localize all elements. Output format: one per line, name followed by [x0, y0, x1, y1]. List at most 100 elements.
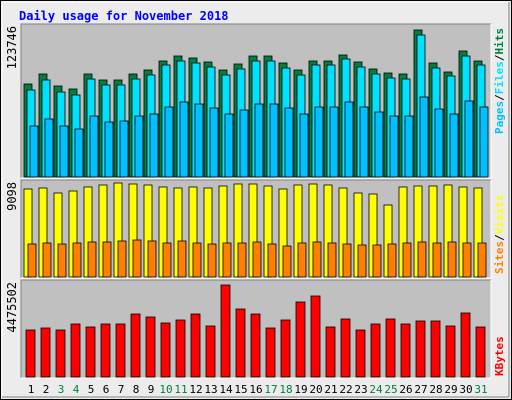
bar-sites-day-7	[117, 240, 127, 278]
bar-pages-day-13	[209, 107, 219, 178]
day-label-29: 29	[444, 383, 457, 396]
bar-kbytes-day-2	[40, 327, 51, 378]
bar-sites-day-23	[357, 244, 367, 278]
bar-kbytes-day-29	[445, 325, 456, 378]
bar-kbytes-day-19	[295, 301, 306, 378]
bar-pages-day-19	[299, 113, 309, 178]
panel-2-bevel-dark	[20, 179, 491, 278]
bar-sites-day-8	[132, 239, 142, 278]
bar-kbytes-day-9	[145, 316, 156, 378]
chart-title: Daily usage for November 2018	[19, 9, 229, 23]
bar-pages-day-30	[464, 100, 474, 178]
bar-kbytes-day-23	[355, 329, 366, 378]
bar-sites-day-28	[432, 242, 442, 278]
bar-sites-day-25	[387, 243, 397, 278]
bar-pages-day-9	[149, 113, 159, 178]
bar-pages-day-31	[479, 106, 489, 178]
bar-sites-day-31	[477, 242, 487, 278]
panel-1-bevel-light	[21, 24, 492, 179]
panel-1-max-label: 123746	[5, 26, 19, 69]
bar-sites-day-19	[297, 242, 307, 278]
bar-kbytes-day-18	[280, 319, 291, 378]
day-label-6: 6	[103, 383, 110, 396]
bar-pages-day-24	[374, 111, 384, 178]
bar-pages-day-16	[254, 103, 264, 178]
bar-kbytes-day-4	[70, 323, 81, 378]
bar-kbytes-day-12	[190, 313, 201, 378]
bar-kbytes-day-21	[325, 326, 336, 378]
bar-kbytes-day-10	[160, 322, 171, 378]
bar-kbytes-day-8	[130, 313, 141, 378]
bar-pages-day-12	[194, 103, 204, 178]
bar-kbytes-day-13	[205, 325, 216, 378]
bar-pages-day-29	[449, 113, 459, 178]
panel-3-bevel-dark	[20, 279, 491, 378]
bar-sites-day-10	[162, 242, 172, 278]
panel-2-bevel-light	[21, 180, 492, 279]
bar-sites-day-26	[402, 242, 412, 278]
bar-pages-day-4	[74, 128, 84, 178]
bar-pages-day-26	[404, 115, 414, 178]
bar-sites-day-30	[462, 242, 472, 278]
bar-pages-day-15	[239, 109, 249, 178]
bar-pages-day-3	[59, 125, 69, 178]
bar-kbytes-day-11	[175, 319, 186, 378]
day-label-24: 24	[369, 383, 383, 396]
day-label-7: 7	[118, 383, 125, 396]
day-label-13: 13	[204, 383, 217, 396]
bar-kbytes-day-28	[430, 320, 441, 378]
day-label-14: 14	[219, 383, 233, 396]
bar-pages-day-27	[419, 96, 429, 178]
day-label-9: 9	[148, 383, 155, 396]
day-label-12: 12	[189, 383, 202, 396]
day-label-18: 18	[279, 383, 292, 396]
bar-pages-day-11	[179, 101, 189, 178]
bar-kbytes-day-5	[85, 326, 96, 378]
bar-sites-day-5	[87, 241, 97, 278]
legend-visits: Visits	[493, 195, 506, 235]
day-label-19: 19	[294, 383, 307, 396]
bar-sites-day-21	[327, 242, 337, 278]
legend-files: Files	[493, 61, 506, 94]
day-label-15: 15	[234, 383, 247, 396]
legend-pages: Pages	[493, 101, 506, 134]
bar-pages-day-20	[314, 106, 324, 178]
bar-kbytes-day-24	[370, 323, 381, 378]
day-label-27: 27	[414, 383, 427, 396]
bar-kbytes-day-27	[415, 320, 426, 378]
day-label-8: 8	[133, 383, 140, 396]
day-label-21: 21	[324, 383, 337, 396]
day-label-16: 16	[249, 383, 262, 396]
day-label-11: 11	[174, 383, 187, 396]
day-label-28: 28	[429, 383, 442, 396]
bar-pages-day-10	[164, 106, 174, 178]
day-label-31: 31	[474, 383, 487, 396]
bar-kbytes-day-6	[100, 323, 111, 378]
bar-sites-day-18	[282, 245, 292, 278]
panel-2-legend: Sites/Visits	[493, 195, 506, 275]
bar-pages-day-5	[89, 115, 99, 178]
bar-pages-day-18	[284, 107, 294, 178]
bar-sites-day-20	[312, 241, 322, 278]
panel-kbytes: 4475502 KBytes	[5, 279, 506, 379]
panel-1-legend: Pages/Files/Hits	[493, 28, 506, 134]
day-label-25: 25	[384, 383, 397, 396]
bar-kbytes-day-31	[475, 326, 486, 378]
bar-pages-day-8	[134, 115, 144, 178]
day-label-1: 1	[28, 383, 35, 396]
bar-kbytes-day-30	[460, 312, 471, 378]
bar-kbytes-day-1	[25, 329, 36, 378]
bar-sites-day-29	[447, 241, 457, 278]
day-label-22: 22	[339, 383, 352, 396]
bar-kbytes-day-17	[265, 327, 276, 378]
panel-3-bevel-light	[21, 280, 492, 379]
bar-pages-day-7	[119, 120, 129, 178]
bar-sites-day-12	[192, 242, 202, 278]
day-label-5: 5	[88, 383, 95, 396]
bar-kbytes-day-14	[220, 284, 231, 378]
bar-pages-day-2	[44, 118, 54, 178]
bar-pages-day-28	[434, 108, 444, 178]
legend-separator-1: /	[493, 94, 506, 101]
day-label-3: 3	[58, 383, 65, 396]
